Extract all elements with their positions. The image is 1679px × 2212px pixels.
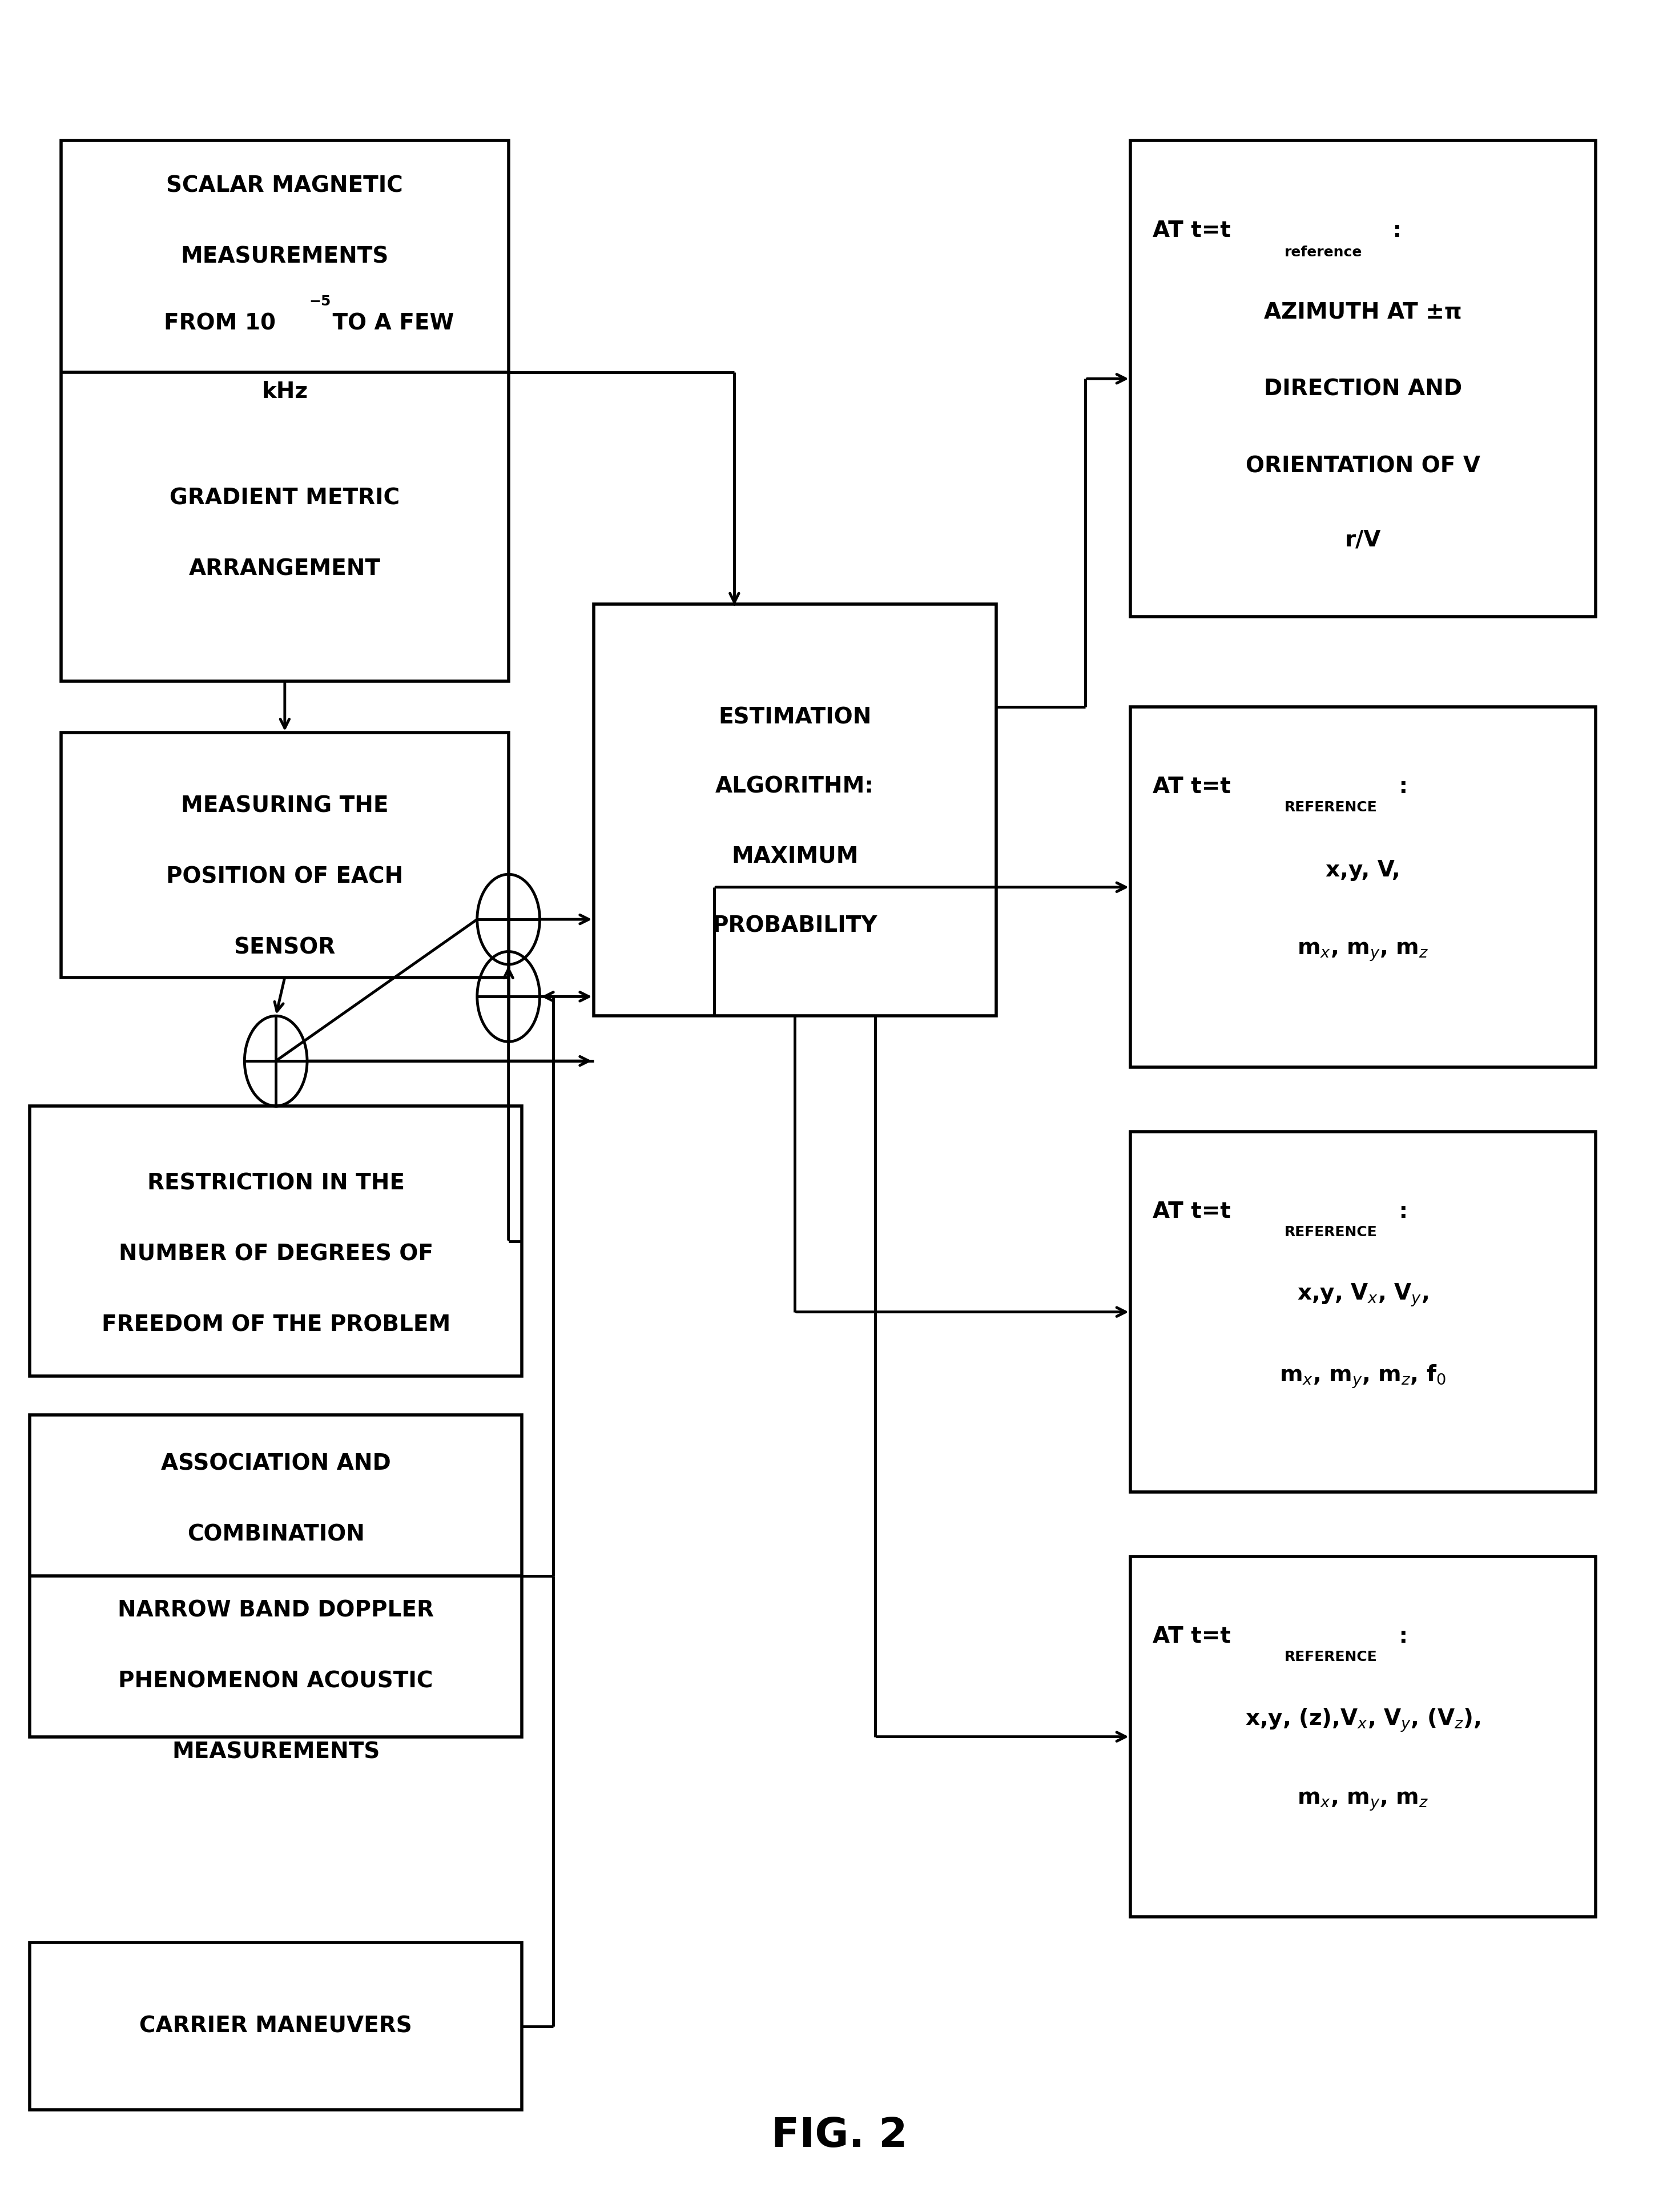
Text: PROBABILITY: PROBABILITY xyxy=(712,916,878,936)
Text: ORIENTATION OF V: ORIENTATION OF V xyxy=(1246,456,1481,478)
Text: AT t=t: AT t=t xyxy=(1153,1626,1231,1648)
Text: FIG. 2: FIG. 2 xyxy=(771,2117,908,2154)
Text: MAXIMUM: MAXIMUM xyxy=(732,845,858,867)
Bar xyxy=(1130,1133,1595,1493)
Text: MEASUREMENTS: MEASUREMENTS xyxy=(171,1741,379,1763)
Text: :: : xyxy=(1392,776,1409,799)
Text: x,y, V,: x,y, V, xyxy=(1326,860,1400,880)
Text: r/V: r/V xyxy=(1345,529,1382,551)
Text: ASSOCIATION AND: ASSOCIATION AND xyxy=(161,1453,391,1475)
Bar xyxy=(30,1106,522,1376)
Text: NARROW BAND DOPPLER: NARROW BAND DOPPLER xyxy=(118,1599,433,1621)
Text: REFERENCE: REFERENCE xyxy=(1284,801,1377,814)
Text: NUMBER OF DEGREES OF: NUMBER OF DEGREES OF xyxy=(119,1243,433,1265)
Text: −5: −5 xyxy=(309,294,331,307)
Text: COMBINATION: COMBINATION xyxy=(186,1524,364,1546)
Text: x,y, (z),V$_x$, V$_y$, (V$_z$),: x,y, (z),V$_x$, V$_y$, (V$_z$), xyxy=(1246,1708,1481,1734)
Bar xyxy=(593,604,996,1015)
Bar xyxy=(1130,142,1595,617)
Text: m$_x$, m$_y$, m$_z$, f$_0$: m$_x$, m$_y$, m$_z$, f$_0$ xyxy=(1279,1363,1446,1389)
Text: AT t=t: AT t=t xyxy=(1153,776,1231,799)
Text: CARRIER MANEUVERS: CARRIER MANEUVERS xyxy=(139,2015,413,2037)
Text: FROM 10: FROM 10 xyxy=(165,312,275,334)
Text: PHENOMENON ACOUSTIC: PHENOMENON ACOUSTIC xyxy=(119,1670,433,1692)
Bar xyxy=(30,1942,522,2110)
Text: GRADIENT METRIC: GRADIENT METRIC xyxy=(170,487,400,509)
Bar xyxy=(30,1416,522,1736)
Text: :: : xyxy=(1392,1626,1409,1648)
Text: reference: reference xyxy=(1284,246,1362,259)
Text: RESTRICTION IN THE: RESTRICTION IN THE xyxy=(148,1172,405,1194)
Text: m$_x$, m$_y$, m$_z$: m$_x$, m$_y$, m$_z$ xyxy=(1298,1790,1429,1812)
Text: AZIMUTH AT ±π: AZIMUTH AT ±π xyxy=(1264,301,1462,323)
Text: kHz: kHz xyxy=(262,380,307,403)
Text: POSITION OF EACH: POSITION OF EACH xyxy=(166,867,403,887)
Text: m$_x$, m$_y$, m$_z$: m$_x$, m$_y$, m$_z$ xyxy=(1298,940,1429,962)
Text: ALGORITHM:: ALGORITHM: xyxy=(715,776,875,799)
Bar xyxy=(60,732,509,978)
Text: SCALAR MAGNETIC: SCALAR MAGNETIC xyxy=(166,175,403,197)
Bar xyxy=(1130,708,1595,1068)
Text: AT t=t: AT t=t xyxy=(1153,1201,1231,1223)
Text: ESTIMATION: ESTIMATION xyxy=(719,706,871,728)
Text: REFERENCE: REFERENCE xyxy=(1284,1650,1377,1663)
Text: SENSOR: SENSOR xyxy=(233,938,336,958)
Text: TO A FEW: TO A FEW xyxy=(326,312,455,334)
Text: MEASUREMENTS: MEASUREMENTS xyxy=(181,246,390,268)
Text: x,y, V$_x$, V$_y$,: x,y, V$_x$, V$_y$, xyxy=(1298,1283,1429,1307)
Text: :: : xyxy=(1392,1201,1409,1223)
Text: FREEDOM OF THE PROBLEM: FREEDOM OF THE PROBLEM xyxy=(101,1314,450,1336)
Bar xyxy=(1130,1557,1595,1918)
Text: MEASURING THE: MEASURING THE xyxy=(181,796,388,816)
Text: :: : xyxy=(1385,219,1402,241)
Text: AT t=t: AT t=t xyxy=(1153,219,1231,241)
Text: REFERENCE: REFERENCE xyxy=(1284,1225,1377,1239)
Bar xyxy=(60,142,509,681)
Text: DIRECTION AND: DIRECTION AND xyxy=(1264,378,1462,400)
Text: ARRANGEMENT: ARRANGEMENT xyxy=(188,557,381,580)
